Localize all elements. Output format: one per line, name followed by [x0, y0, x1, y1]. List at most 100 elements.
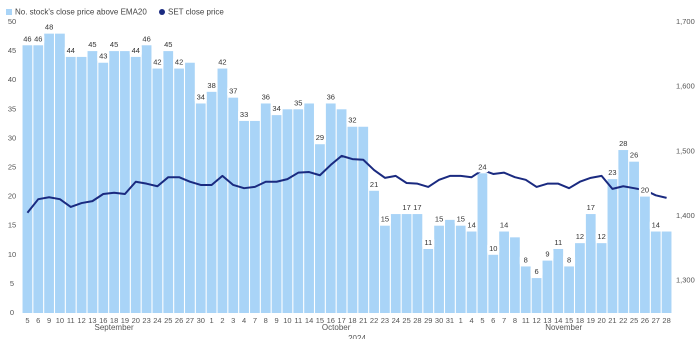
bar [250, 120, 260, 313]
x-tick-label: 20 [132, 316, 140, 325]
bar [585, 214, 596, 313]
value-label: 43 [99, 52, 107, 61]
value-label-bg [563, 255, 576, 266]
y-tick-label: 45 [8, 46, 16, 55]
x-tick-label: 31 [446, 316, 454, 325]
x-tick-label: 10 [56, 316, 64, 325]
x-tick-label: 30 [435, 316, 443, 325]
value-label-bg [86, 40, 99, 51]
bar [640, 196, 650, 313]
value-label-bg [259, 92, 272, 103]
line [26, 154, 667, 214]
y-tick-label: 0 [10, 308, 14, 317]
bar [55, 33, 65, 313]
y2-tick-label: 1,400 [676, 211, 695, 220]
value-label: 33 [240, 110, 248, 119]
value-label-bg [638, 185, 651, 196]
bar [531, 278, 542, 313]
bar [650, 231, 661, 313]
x-tick-label: 19 [121, 316, 129, 325]
bar [358, 126, 369, 313]
x-tick-label: 16 [327, 316, 335, 325]
bar [661, 231, 672, 313]
value-label: 28 [619, 139, 627, 148]
bar [520, 266, 531, 313]
y2-tick-label: 1,500 [676, 146, 695, 155]
bar [163, 51, 174, 313]
value-label: 11 [554, 238, 562, 247]
x-tick-label: 22 [619, 316, 627, 325]
value-label: 10 [489, 244, 497, 253]
value-label: 12 [576, 232, 584, 241]
bar [575, 243, 585, 313]
x-tick-label: 29 [424, 316, 432, 325]
value-label: 45 [164, 40, 172, 49]
bar [553, 248, 564, 313]
x-tick-label: 27 [652, 316, 660, 325]
bar [152, 68, 163, 313]
value-label-bg [173, 57, 186, 68]
x-tick-label: 4 [469, 316, 473, 325]
value-label-bg [43, 22, 56, 33]
legend-swatch [6, 9, 12, 15]
bar [629, 161, 639, 313]
x-tick-label: 18 [576, 316, 584, 325]
bar [390, 214, 401, 313]
value-label: 6 [534, 267, 538, 276]
bar [401, 214, 412, 313]
bar [445, 219, 455, 313]
value-label-bg [346, 115, 359, 126]
x-tick-label: 5 [480, 316, 484, 325]
legend-label: No. stock's close price above EMA20 [15, 8, 147, 17]
value-label-bg [411, 203, 424, 214]
value-label: 17 [413, 203, 421, 212]
x-tick-label: 26 [641, 316, 649, 325]
value-label: 32 [348, 116, 356, 125]
x-tick-label: 13 [88, 316, 96, 325]
value-label: 38 [207, 81, 215, 90]
x-tick-label: 15 [565, 316, 573, 325]
bar [304, 103, 314, 313]
x-tick-label: 14 [305, 316, 313, 325]
value-label: 42 [153, 58, 161, 67]
x-tick-label: 1 [209, 316, 213, 325]
value-label: 11 [424, 238, 432, 247]
value-label-bg [64, 45, 77, 56]
value-label-bg [97, 51, 110, 62]
bar [336, 109, 347, 313]
bar [477, 173, 488, 313]
x-tick-label: 14 [554, 316, 562, 325]
x-tick-label: 9 [47, 316, 51, 325]
month-label: October [322, 323, 351, 332]
bar [596, 243, 607, 313]
value-label: 14 [467, 221, 475, 230]
value-label: 42 [175, 58, 183, 67]
x-tick-label: 24 [153, 316, 161, 325]
x-tick-label: 16 [99, 316, 107, 325]
value-label-bg [541, 249, 554, 260]
y2-tick-label: 1,600 [676, 82, 695, 91]
bar [618, 150, 629, 313]
x-tick-label: 27 [186, 316, 194, 325]
bar [271, 115, 282, 314]
value-label-bg [140, 34, 153, 45]
bar [130, 56, 141, 314]
x-tick-label: 10 [283, 316, 291, 325]
value-label: 9 [545, 250, 549, 259]
value-label: 8 [524, 255, 528, 264]
x-tick-label: 4 [242, 316, 246, 325]
bar [109, 51, 119, 313]
value-label: 45 [110, 40, 118, 49]
value-label: 44 [67, 46, 75, 55]
x-tick-label: 11 [67, 316, 75, 325]
bar [87, 51, 98, 313]
bar [380, 225, 390, 313]
bar [488, 254, 499, 313]
value-label-bg [194, 92, 207, 103]
bar [325, 103, 336, 313]
value-label-bg [32, 34, 45, 45]
value-label-bg [552, 237, 565, 248]
value-label-bg [313, 133, 326, 144]
bar [499, 231, 509, 313]
value-label-bg [498, 220, 511, 231]
